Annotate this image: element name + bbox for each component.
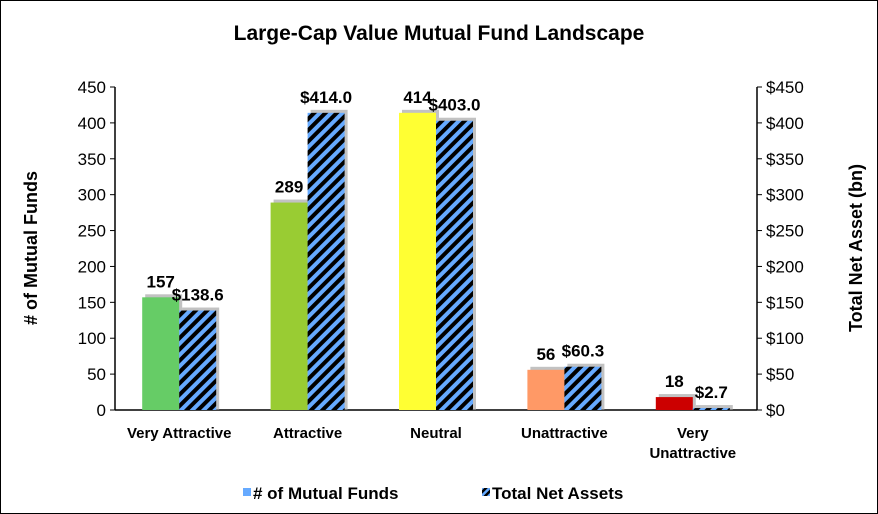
y-left-tick-label: 0: [97, 401, 106, 420]
y-axis-right-title: Total Net Asset (bn): [846, 164, 866, 332]
category-labels: Very Attractive Attractive Neutral Unattrac…: [127, 425, 736, 462]
legend-label-funds: # of Mutual Funds: [253, 484, 398, 503]
y-left-tick-label: 400: [78, 114, 106, 133]
category-label: Unattractive: [649, 445, 736, 462]
bars: [142, 109, 733, 410]
bar-funds: [142, 297, 180, 410]
data-label-assets: $60.3: [562, 342, 605, 361]
legend-label-assets: Total Net Assets: [492, 484, 623, 503]
bar-assets: [179, 310, 217, 410]
y-right-tick-label: $350: [766, 150, 804, 169]
y-left-tick-label: 200: [78, 257, 106, 276]
bar-assets: [564, 366, 602, 410]
legend-item-funds: # of Mutual Funds: [243, 484, 398, 503]
y-left-tick-label: 250: [78, 222, 106, 241]
category-label: Unattractive: [521, 425, 608, 442]
category-label: Neutral: [410, 425, 462, 442]
data-label-assets: $138.6: [172, 286, 224, 305]
data-label-assets: $414.0: [300, 88, 352, 107]
category-label: Very Attractive: [127, 425, 232, 442]
axes: 0 $0 50 $50 100 $100 150 $150 200 $200 250 $250 300 $…: [78, 78, 804, 420]
legend-swatch-funds: [243, 488, 251, 496]
y-left-tick-label: 50: [87, 365, 106, 384]
bar-funds: [527, 369, 565, 410]
bar-assets: [436, 120, 473, 410]
data-label-assets: $403.0: [429, 96, 481, 115]
data-label-funds: 56: [536, 345, 555, 364]
y-right-tick-label: $250: [766, 222, 804, 241]
y-right-tick-label: $400: [766, 114, 804, 133]
y-right-tick-label: $50: [766, 365, 794, 384]
y-axis-left-title: # of Mutual Funds: [21, 171, 41, 325]
category-label: Very: [677, 425, 709, 442]
data-label-funds: 289: [275, 178, 303, 197]
data-label-funds: 18: [665, 372, 684, 391]
legend-item-assets: Total Net Assets: [482, 484, 623, 503]
bar-funds: [270, 202, 308, 410]
data-label-funds: 157: [147, 272, 175, 291]
y-right-tick-label: $0: [766, 401, 785, 420]
y-right-tick-label: $200: [766, 257, 804, 276]
bar-funds: [399, 112, 436, 410]
y-left-tick-label: 150: [78, 293, 106, 312]
data-label-funds: 414: [403, 88, 432, 107]
y-left-tick-label: 300: [78, 186, 106, 205]
y-right-tick-label: $450: [766, 78, 804, 97]
y-right-tick-label: $100: [766, 329, 804, 348]
y-left-tick-label: 100: [78, 329, 106, 348]
bar-funds: [655, 397, 693, 410]
y-right-tick-label: $300: [766, 186, 804, 205]
chart-title: Large-Cap Value Mutual Fund Landscape: [234, 22, 645, 45]
y-left-tick-label: 350: [78, 150, 106, 169]
bar-shadow: [695, 405, 733, 410]
y-right-tick-label: $150: [766, 293, 804, 312]
bar-assets: [307, 112, 345, 410]
bar-assets: [692, 408, 730, 410]
y-left-tick-label: 450: [78, 78, 106, 97]
data-label-assets: $2.7: [695, 383, 728, 402]
category-label: Attractive: [273, 425, 342, 442]
legend-swatch-assets: [482, 488, 490, 496]
data-labels: 157$138.6 289 $414.0 414$403.0 56 $60.3 18 $2.7: [147, 88, 728, 402]
legend: # of Mutual Funds Total Net Assets: [243, 484, 623, 503]
